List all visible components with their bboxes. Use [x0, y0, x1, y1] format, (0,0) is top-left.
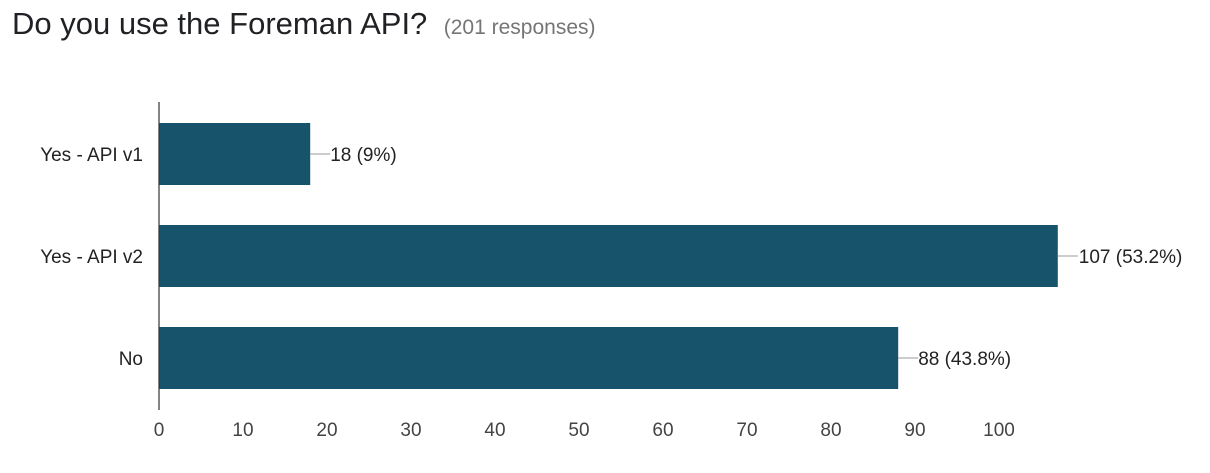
category-label-2: No [119, 349, 143, 370]
x-tick-label-60: 60 [652, 420, 673, 441]
x-tick-label-80: 80 [820, 420, 841, 441]
category-label-1: Yes - API v2 [40, 247, 143, 268]
data-label-1: 107 (53.2%) [1079, 247, 1183, 268]
chart-header: Do you use the Foreman API? (201 respons… [12, 6, 596, 42]
x-tick-label-70: 70 [736, 420, 757, 441]
x-tick-label-0: 0 [154, 420, 165, 441]
x-tick-label-50: 50 [568, 420, 589, 441]
bar-2 [159, 327, 899, 389]
x-tick-label-30: 30 [400, 420, 421, 441]
category-label-0: Yes - API v1 [40, 145, 143, 166]
x-tick-label-100: 100 [983, 420, 1015, 441]
x-tick-label-10: 10 [232, 420, 253, 441]
x-tick-label-20: 20 [316, 420, 337, 441]
x-tick-label-40: 40 [484, 420, 505, 441]
data-label-2: 88 (43.8%) [918, 349, 1011, 370]
data-label-0: 18 (9%) [330, 145, 397, 166]
bar-0 [159, 123, 311, 185]
question-title: Do you use the Foreman API? [12, 6, 428, 41]
x-tick-label-90: 90 [904, 420, 925, 441]
bar-1 [159, 225, 1058, 287]
response-count: (201 responses) [443, 16, 596, 39]
